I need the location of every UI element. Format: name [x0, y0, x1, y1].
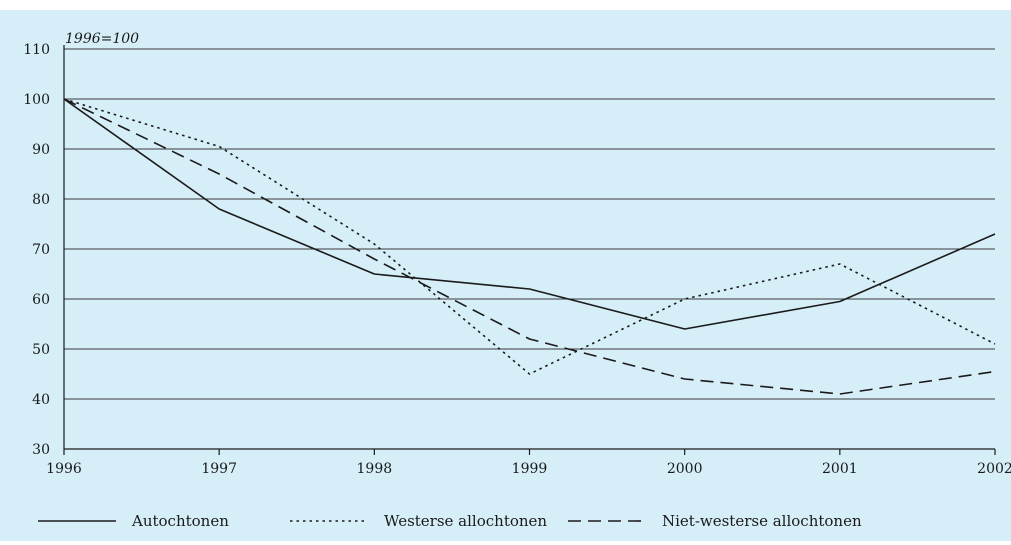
line-chart: 30 40 50 60 70 80 90 100 110 1996 1997 1998 1999 2000…	[23, 31, 1011, 530]
legend-label: Autochtonen	[131, 512, 229, 530]
gridlines	[64, 48, 995, 400]
y-tick-label: 90	[32, 142, 50, 158]
x-tick-label: 2001	[822, 461, 858, 477]
axes	[63, 45, 996, 455]
series-line-3	[63, 98, 996, 395]
legend-label: Westerse allochtonen	[384, 512, 547, 530]
chart-panel: 30 40 50 60 70 80 90 100 110 1996 1997 1998 1999 2000…	[0, 10, 1011, 541]
series-line-1	[63, 98, 996, 330]
legend: Autochtonen Westerse allochtonen Niet-west…	[38, 512, 862, 530]
y-tick-label: 60	[32, 292, 50, 308]
y-tick-label: 50	[32, 342, 50, 358]
series-lines	[63, 98, 996, 395]
series-line-2	[63, 98, 996, 375]
unit-label: 1996=100	[65, 31, 139, 47]
y-tick-label: 110	[23, 42, 50, 58]
y-tick-label: 80	[32, 192, 50, 208]
y-tick-label: 30	[32, 442, 50, 458]
y-tick-label: 70	[32, 242, 50, 258]
tick-labels: 30 40 50 60 70 80 90 100 110 1996 1997 1998 1999 2000…	[23, 42, 1011, 477]
x-tick-label: 1997	[201, 461, 237, 477]
x-tick-label: 2000	[667, 461, 703, 477]
y-tick-label: 40	[32, 392, 50, 408]
legend-label: Niet-westerse allochtonen	[662, 512, 862, 530]
x-tick-label: 2002	[977, 461, 1011, 477]
x-tick-label: 1998	[357, 461, 393, 477]
x-tick-label: 1999	[512, 461, 548, 477]
y-tick-label: 100	[23, 92, 50, 108]
x-tick-label: 1996	[46, 461, 82, 477]
